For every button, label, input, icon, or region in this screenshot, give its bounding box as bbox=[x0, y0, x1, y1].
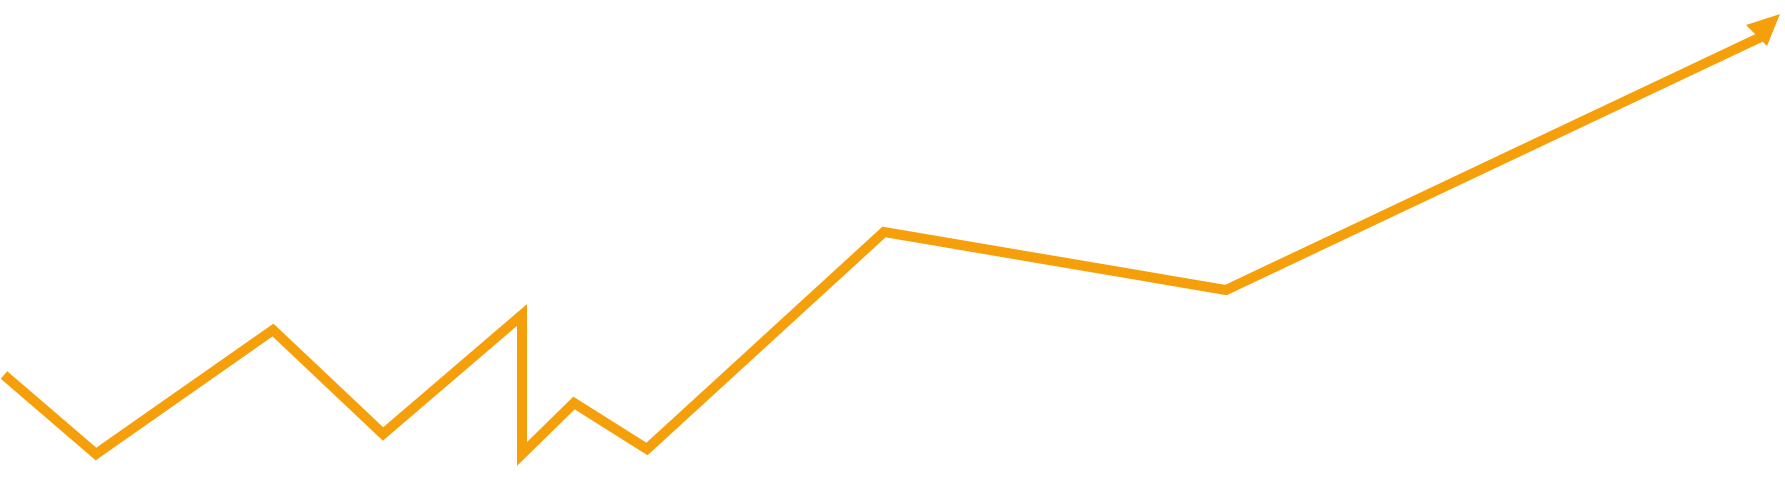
zigzag-trend-line bbox=[0, 31, 1766, 466]
arrow-up-right-icon bbox=[1746, 14, 1780, 46]
